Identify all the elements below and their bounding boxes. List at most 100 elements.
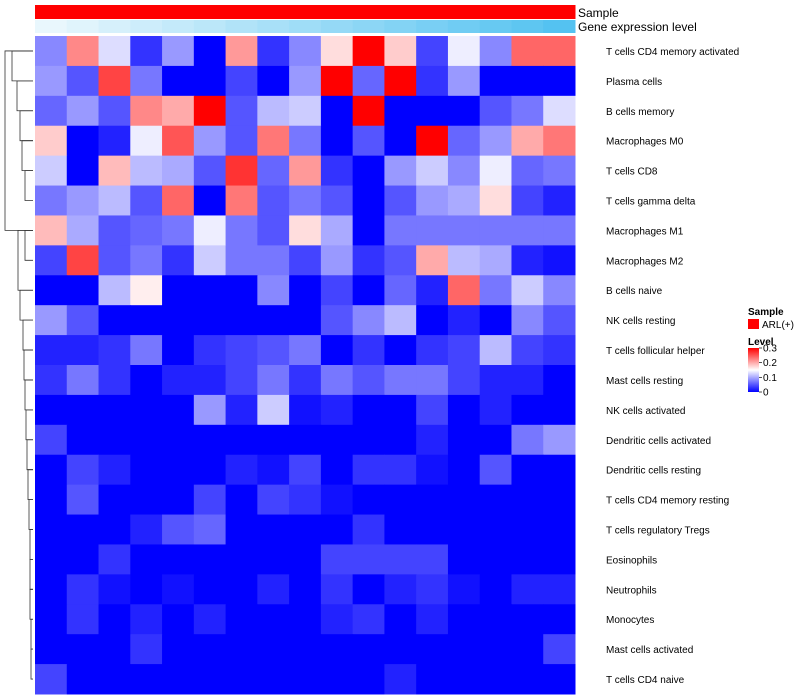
- heatmap-cell: [98, 394, 131, 426]
- dendrogram-branch: [29, 588, 33, 620]
- heatmap-cell: [130, 95, 163, 127]
- heatmap-cell: [130, 574, 163, 605]
- dendrogram-branch: [24, 379, 33, 411]
- heatmap-cell: [162, 125, 195, 157]
- row-label: Mast cells activated: [606, 645, 693, 656]
- heatmap-cell: [352, 664, 385, 695]
- heatmap-cell: [257, 36, 290, 67]
- heatmap-cell: [511, 305, 544, 336]
- annotation-cell-expression: [162, 20, 195, 33]
- heatmap-cell: [193, 484, 227, 516]
- heatmap-cell: [511, 65, 544, 97]
- heatmap-cell: [162, 65, 195, 97]
- heatmap-cell: [320, 95, 354, 127]
- annotation-cell-expression: [384, 20, 417, 33]
- heatmap-cell: [257, 95, 290, 127]
- heatmap-cell: [289, 574, 322, 605]
- heatmap-cell: [511, 36, 544, 67]
- heatmap-cell: [479, 484, 512, 516]
- heatmap-cell: [130, 185, 163, 216]
- heatmap-cell: [130, 394, 163, 426]
- heatmap-cell: [257, 574, 290, 605]
- row-label: T cells CD4 memory activated: [606, 47, 739, 58]
- heatmap-cell: [162, 305, 195, 336]
- heatmap-cell: [320, 454, 354, 486]
- heatmap-cell: [66, 365, 100, 396]
- heatmap-cell: [320, 155, 354, 187]
- heatmap-cell: [511, 574, 544, 605]
- legend-tick-label: 0.3: [763, 344, 777, 355]
- heatmap-cell: [543, 454, 576, 486]
- heatmap-cell: [384, 335, 417, 366]
- heatmap-cell: [543, 245, 576, 276]
- heatmap-cell: [320, 36, 354, 67]
- heatmap-cell: [225, 664, 258, 695]
- heatmap-cell: [352, 394, 385, 426]
- heatmap-cell: [416, 365, 449, 396]
- heatmap-cell: [289, 36, 322, 67]
- heatmap-cell: [543, 484, 576, 516]
- heatmap-cell: [193, 155, 227, 187]
- heatmap-cell: [35, 155, 68, 187]
- heatmap-cell: [225, 275, 258, 306]
- heatmap-cell: [98, 155, 131, 187]
- heatmap-cell: [352, 424, 385, 456]
- annotation-cell-sample: [225, 5, 258, 19]
- heatmap-cell: [35, 454, 68, 486]
- heatmap-cell: [352, 215, 385, 246]
- heatmap-cell: [352, 275, 385, 306]
- row-label: Macrophages M0: [606, 137, 684, 148]
- heatmap-cell: [98, 634, 131, 665]
- heatmap-cell: [66, 245, 100, 276]
- heatmap-cell: [66, 514, 100, 545]
- heatmap-cell: [384, 604, 417, 635]
- heatmap-cell: [257, 484, 290, 516]
- dendrogram-branch: [30, 618, 33, 650]
- heatmap-cell: [543, 544, 576, 575]
- heatmap-cell: [384, 65, 417, 97]
- heatmap-cell: [384, 125, 417, 157]
- heatmap-cell: [162, 95, 195, 127]
- heatmap-cell: [193, 335, 227, 366]
- annotation-cell-sample: [543, 5, 576, 19]
- heatmap-cell: [447, 335, 481, 366]
- heatmap-cell: [35, 394, 68, 426]
- heatmap-cell: [320, 394, 354, 426]
- heatmap-cell: [543, 604, 576, 635]
- heatmap-cell: [193, 275, 227, 306]
- heatmap-cell: [257, 634, 290, 665]
- heatmap-cell: [162, 394, 195, 426]
- heatmap-cell: [543, 634, 576, 665]
- heatmap-cell: [225, 394, 258, 426]
- heatmap-cell: [193, 424, 227, 456]
- annotation-cell-expression: [35, 20, 68, 33]
- heatmap-cell: [130, 335, 163, 366]
- heatmap-cell: [162, 36, 195, 67]
- heatmap-cell: [289, 424, 322, 456]
- legend-level-gradient: [748, 348, 759, 392]
- heatmap-cell: [66, 664, 100, 695]
- heatmap-cell: [162, 544, 195, 575]
- heatmap-cell: [257, 65, 290, 97]
- row-label: Eosinophils: [606, 555, 657, 566]
- heatmap-cell: [66, 394, 100, 426]
- heatmap-cell: [511, 394, 544, 426]
- heatmap-cell: [511, 185, 544, 216]
- heatmap-cell: [511, 275, 544, 306]
- annotation-label-expression: Gene expression level: [578, 20, 697, 34]
- row-label: T cells CD4 naive: [606, 675, 685, 686]
- heatmap-cell: [352, 65, 385, 97]
- heatmap-cell: [416, 544, 449, 575]
- heatmap-cell: [130, 65, 163, 97]
- heatmap-cell: [66, 454, 100, 486]
- heatmap-cell: [289, 394, 322, 426]
- heatmap-cell: [225, 36, 258, 67]
- heatmap-cell: [257, 185, 290, 216]
- heatmap-cell: [225, 514, 258, 545]
- heatmap-cell: [66, 36, 100, 67]
- heatmap-cell: [35, 125, 68, 157]
- heatmap-cell: [289, 604, 322, 635]
- heatmap-cell: [479, 335, 512, 366]
- legend-level-title: Level: [748, 337, 774, 348]
- heatmap-cell: [35, 215, 68, 246]
